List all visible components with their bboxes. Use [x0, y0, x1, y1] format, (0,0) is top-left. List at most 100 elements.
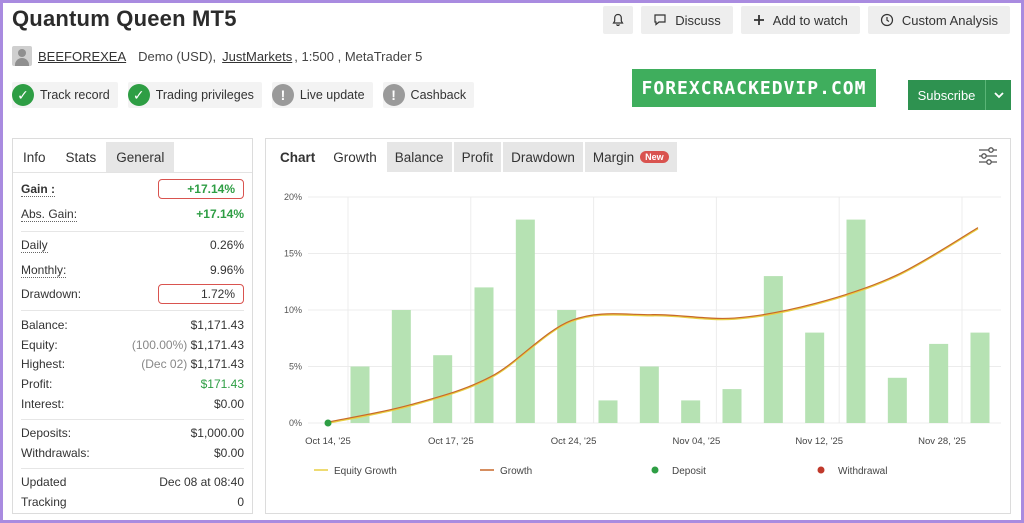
stat-daily: Daily 0.26% — [21, 232, 244, 258]
x-tick-label: Oct 14, '25 — [305, 436, 351, 447]
promo-watermark: FOREXCRACKEDVIP.COM — [632, 69, 876, 107]
tab-drawdown[interactable]: Drawdown — [503, 142, 583, 172]
stat-label: Tracking — [21, 494, 67, 509]
deposits-value: $1,000.00 — [190, 425, 244, 440]
tab-margin[interactable]: Margin New — [584, 142, 677, 172]
exclamation-icon: ! — [382, 84, 405, 106]
badge-label: Track record — [40, 88, 110, 102]
stat-label[interactable]: Daily — [21, 237, 48, 253]
stat-label: Profit: — [21, 377, 53, 391]
custom-analysis-button[interactable]: Custom Analysis — [867, 6, 1010, 34]
x-tick-label: Nov 12, '25 — [795, 436, 843, 447]
gain-value: +17.14% — [158, 179, 244, 199]
abs-gain-value: +17.14% — [196, 207, 244, 221]
growth-bar — [515, 219, 535, 423]
badge-trading-privileges[interactable]: ✓ Trading privileges — [127, 82, 262, 108]
subscribe-button[interactable]: Subscribe — [908, 80, 1011, 110]
stat-abs-gain: Abs. Gain: +17.14% — [21, 201, 244, 227]
interest-value: $0.00 — [213, 396, 244, 411]
tab-profit[interactable]: Profit — [453, 142, 502, 172]
growth-bar — [846, 219, 866, 423]
stat-label: Equity: — [21, 337, 58, 352]
discuss-button[interactable]: Discuss — [641, 6, 733, 34]
add-to-watch-button[interactable]: Add to watch — [740, 6, 860, 34]
legend-label: Growth — [500, 466, 532, 477]
growth-bar — [929, 343, 949, 423]
growth-bar — [350, 366, 370, 423]
chart-tabs: Chart Growth Balance Profit Drawdown Mar… — [272, 142, 679, 172]
stat-updated: Updated Dec 08 at 08:40 — [21, 471, 244, 492]
y-tick-label: 10% — [284, 305, 302, 315]
monthly-value: 9.96% — [209, 263, 244, 277]
growth-bar — [970, 332, 990, 423]
balance-value: $1,171.43 — [190, 317, 244, 332]
tab-general[interactable]: General — [106, 142, 175, 172]
profit-value: $171.43 — [200, 377, 244, 391]
chat-icon — [654, 14, 666, 26]
stats-list: Gain : +17.14% Abs. Gain: +17.14% Daily … — [13, 177, 252, 511]
equity-value: $1,171.43 — [190, 337, 244, 352]
x-tick-label: Oct 17, '25 — [428, 436, 474, 447]
growth-bar — [722, 389, 742, 423]
badge-cashback[interactable]: ! Cashback — [382, 82, 475, 108]
badge-track-record[interactable]: ✓ Track record — [12, 82, 118, 108]
stat-label: Interest: — [21, 396, 65, 411]
highest-note: (Dec 02) — [141, 357, 188, 371]
x-tick-label: Oct 24, '25 — [551, 436, 597, 447]
badge-label: Trading privileges — [155, 88, 254, 102]
badge-label: Cashback — [410, 88, 467, 102]
stat-balance: Balance: $1,171.43 — [21, 314, 244, 335]
exclamation-icon: ! — [271, 84, 294, 106]
withdrawals-value: $0.00 — [213, 445, 244, 460]
growth-bar — [763, 276, 783, 423]
broker-link[interactable]: JustMarkets — [222, 48, 293, 64]
stat-withdrawals: Withdrawals: $0.00 — [21, 443, 244, 462]
stat-label[interactable]: Monthly: — [21, 262, 67, 278]
notification-button[interactable] — [603, 6, 634, 34]
bell-icon — [612, 13, 624, 26]
stat-label: Drawdown: — [21, 287, 82, 301]
author-link[interactable]: BEEFOREXEA — [38, 48, 127, 64]
account-meta: BEEFOREXEA Demo (USD), JustMarkets , 1:5… — [12, 46, 422, 66]
margin-label: Margin — [592, 149, 635, 165]
chart-settings-button[interactable] — [978, 147, 998, 170]
clock-icon — [880, 13, 894, 27]
account-type: Demo (USD), — [138, 48, 217, 64]
plus-icon — [753, 15, 764, 25]
tab-info[interactable]: Info — [23, 149, 46, 165]
tab-stats[interactable]: Stats — [55, 142, 107, 172]
stat-label: Deposits: — [21, 425, 72, 440]
legend-swatch — [651, 466, 659, 474]
stat-gain: Gain : +17.14% — [21, 177, 244, 201]
chevron-down-icon[interactable] — [985, 80, 1011, 110]
stat-tracking: Tracking 0 — [21, 492, 244, 511]
stat-label[interactable]: Abs. Gain: — [21, 206, 78, 222]
growth-bar — [887, 377, 907, 423]
stat-label: Highest: — [21, 357, 66, 371]
stat-label: Balance: — [21, 317, 68, 332]
check-icon: ✓ — [127, 84, 150, 106]
tab-growth[interactable]: Growth — [325, 142, 385, 172]
stat-profit: Profit: $171.43 — [21, 374, 244, 394]
legend-label: Equity Growth — [334, 466, 397, 477]
daily-value: 0.26% — [209, 238, 244, 252]
updated-value: Dec 08 at 08:40 — [159, 474, 244, 489]
stats-panel: Info Stats General Gain : +17.14% Abs. G… — [12, 138, 253, 514]
tab-chart[interactable]: Chart — [280, 149, 316, 165]
tab-balance[interactable]: Balance — [386, 142, 452, 172]
stat-deposits: Deposits: $1,000.00 — [21, 422, 244, 443]
legend-label: Withdrawal — [838, 466, 887, 477]
y-tick-label: 5% — [289, 362, 302, 372]
deposit-point — [324, 419, 332, 427]
highest-value: $1,171.43 — [190, 357, 244, 371]
y-tick-label: 20% — [284, 192, 302, 202]
badge-live-update[interactable]: ! Live update — [271, 82, 373, 108]
stat-label[interactable]: Gain : — [21, 181, 56, 197]
legend-swatch — [817, 466, 825, 474]
watch-label: Add to watch — [772, 12, 848, 28]
account-details: , 1:500 , MetaTrader 5 — [294, 48, 423, 64]
top-actions: Discuss Add to watch Custom Analysis — [603, 6, 1010, 34]
stat-interest: Interest: $0.00 — [21, 394, 244, 413]
equity-growth-line — [327, 227, 979, 424]
discuss-label: Discuss — [675, 12, 721, 28]
